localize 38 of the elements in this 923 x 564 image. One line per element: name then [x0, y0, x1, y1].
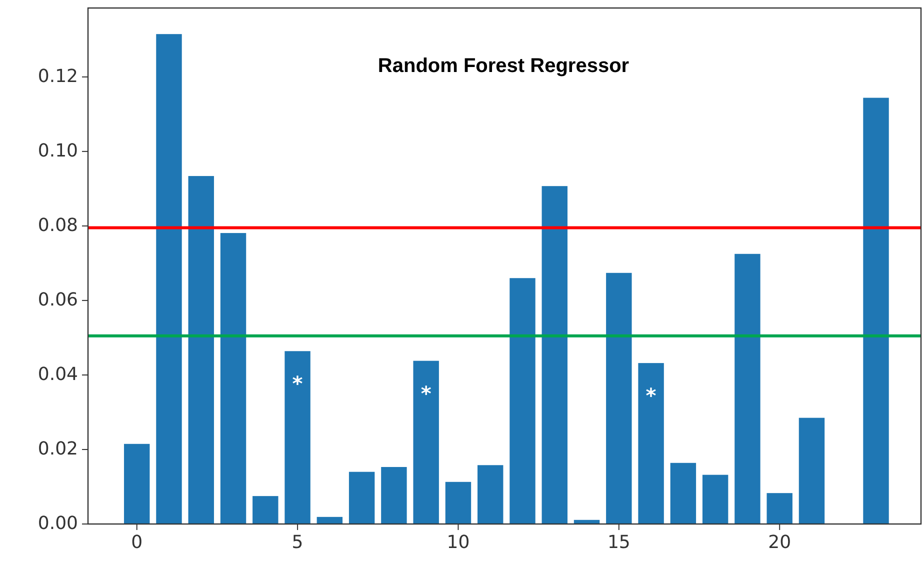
x-tick-label: 0: [131, 532, 143, 553]
y-tick-label: 0.00: [38, 512, 78, 534]
bar: [316, 516, 343, 524]
text: Random Forest Regressor: [378, 55, 630, 77]
bar: [284, 351, 310, 524]
bar: [638, 363, 664, 524]
bar: [348, 472, 375, 524]
bar: [702, 474, 728, 524]
annotation: *: [292, 372, 304, 396]
bar: [670, 462, 696, 524]
bar: [188, 176, 214, 524]
bar: [252, 496, 278, 524]
x-tick-label: 20: [768, 532, 792, 553]
y-tick-label: 0.04: [38, 364, 78, 385]
y-tick-label: 0.10: [38, 140, 78, 162]
x-tick-label: 15: [607, 532, 630, 553]
bar: [766, 493, 792, 524]
y-tick-label: 0.06: [38, 289, 78, 310]
y-tick-label: 0.02: [38, 438, 78, 460]
bar: [413, 360, 439, 524]
x-tick-label: 10: [446, 532, 470, 553]
bar: [734, 254, 760, 524]
bar: [124, 444, 150, 524]
bar: [156, 34, 182, 524]
y-tick-label: 0.08: [38, 214, 78, 236]
bar: [606, 272, 632, 524]
annotation: *: [646, 384, 657, 408]
bar: [510, 278, 536, 524]
bar: [478, 465, 504, 524]
annotation: *: [420, 381, 432, 406]
bar: [381, 467, 407, 524]
bar: [542, 186, 568, 524]
bar: [863, 98, 889, 524]
x-tick-label: 5: [292, 532, 304, 553]
bar: [445, 482, 472, 524]
bar: [798, 418, 825, 524]
bar: [220, 233, 246, 524]
y-tick-label: 0.12: [38, 66, 78, 87]
